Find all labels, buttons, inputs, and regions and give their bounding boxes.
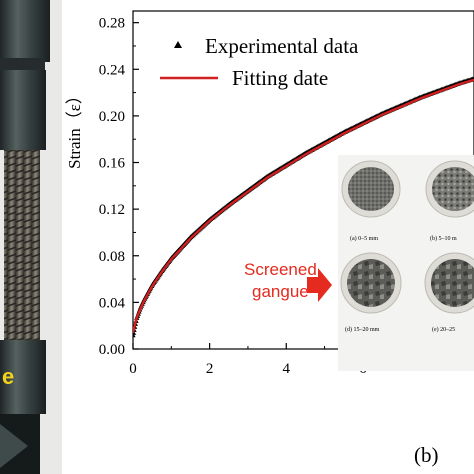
sample-e: (e) 20–25 <box>424 252 474 333</box>
x-tick-label: 4 <box>283 361 291 377</box>
sample-a: (a) 0–5 mm <box>341 160 401 242</box>
sample-caption-e: (e) 20–25 <box>432 326 455 333</box>
screened-gangue-label-line2: gangue <box>252 282 309 301</box>
legend-label-fitting: Fitting date <box>232 66 328 90</box>
panel-label: (b) <box>414 443 439 467</box>
y-tick-label: 0.04 <box>99 295 126 311</box>
apparatus-photo: e <box>0 0 62 474</box>
legend-label-experimental: Experimental data <box>205 34 359 58</box>
screened-gangue-arrow <box>307 268 332 302</box>
fitting-line <box>133 78 474 333</box>
sample-caption-a: (a) 0–5 mm <box>350 235 378 242</box>
sample-d: (d) 15–20 mm <box>340 252 402 333</box>
sample-b: (b) 5–10 m <box>425 160 474 242</box>
x-tick-label: 0 <box>129 361 137 377</box>
photo-caption-fragment: e <box>2 364 14 389</box>
legend-marker-experimental <box>174 41 182 48</box>
legend: Experimental data Fitting date <box>160 34 359 90</box>
y-tick-label: 0.12 <box>99 202 125 218</box>
screened-gangue-label-line1: Screened <box>244 260 317 279</box>
y-tick-label: 0.24 <box>99 62 126 78</box>
y-axis: 0.00 0.04 0.08 0.12 0.16 0.20 0.24 0.28 <box>99 16 139 358</box>
y-tick-label: 0.08 <box>99 249 125 265</box>
chart: 0.000.040.080.120.160.200.240.28 0246 St… <box>65 10 474 377</box>
sample-caption-d: (d) 15–20 mm <box>345 326 380 333</box>
y-axis-label: Strain（ε） <box>65 87 84 169</box>
y-tick-label: 0.16 <box>99 156 126 172</box>
y-tick-label: 0.28 <box>99 16 125 32</box>
x-tick-label: 2 <box>206 361 214 377</box>
y-tick-label: 0.00 <box>99 342 125 358</box>
y-tick-label: 0.20 <box>99 109 125 125</box>
gangue-inset: (a) 0–5 mm (b) 5–10 m (d) 15–20 mm (e) 2… <box>244 155 474 371</box>
sample-caption-b: (b) 5–10 m <box>430 235 457 242</box>
